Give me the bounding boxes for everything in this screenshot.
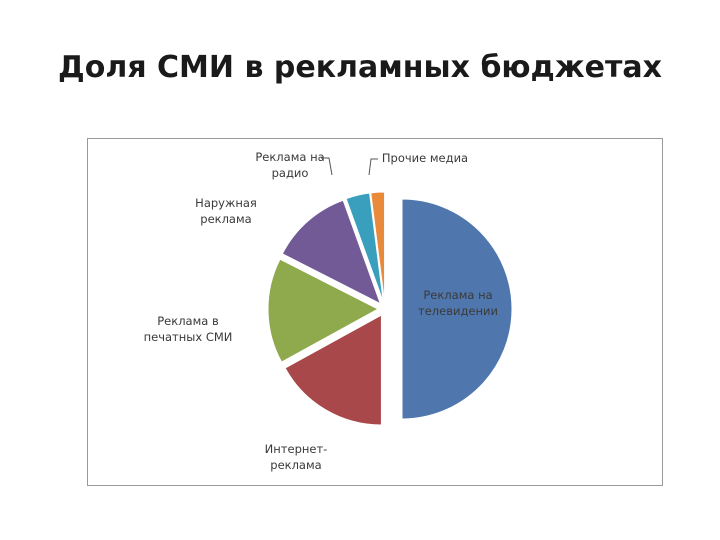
pie-slice	[345, 192, 384, 303]
slice-label: Реклама на радио	[255, 150, 324, 180]
pie-chart: Реклама на телевидении Интернет-реклама Рек…	[144, 150, 513, 472]
leader-line	[321, 157, 333, 176]
slice-label: Реклама в печатных СМИ	[144, 314, 233, 344]
pie-slice	[281, 199, 382, 305]
slice-label: Прочие медиа	[382, 151, 468, 165]
chart-frame: Реклама на телевидении Интернет-реклама Рек…	[87, 138, 663, 486]
pie-slice	[370, 191, 386, 303]
leader-line	[368, 158, 378, 176]
slice-label: Реклама на телевидении	[418, 288, 498, 318]
slice-label: Наружная реклама	[195, 196, 257, 226]
pie-slice	[267, 258, 380, 363]
slice-label: Интернет-реклама	[265, 442, 328, 472]
slide-title: Доля СМИ в рекламных бюджетах	[58, 50, 662, 85]
pie-slice	[284, 314, 382, 426]
pie-slice	[401, 198, 513, 420]
